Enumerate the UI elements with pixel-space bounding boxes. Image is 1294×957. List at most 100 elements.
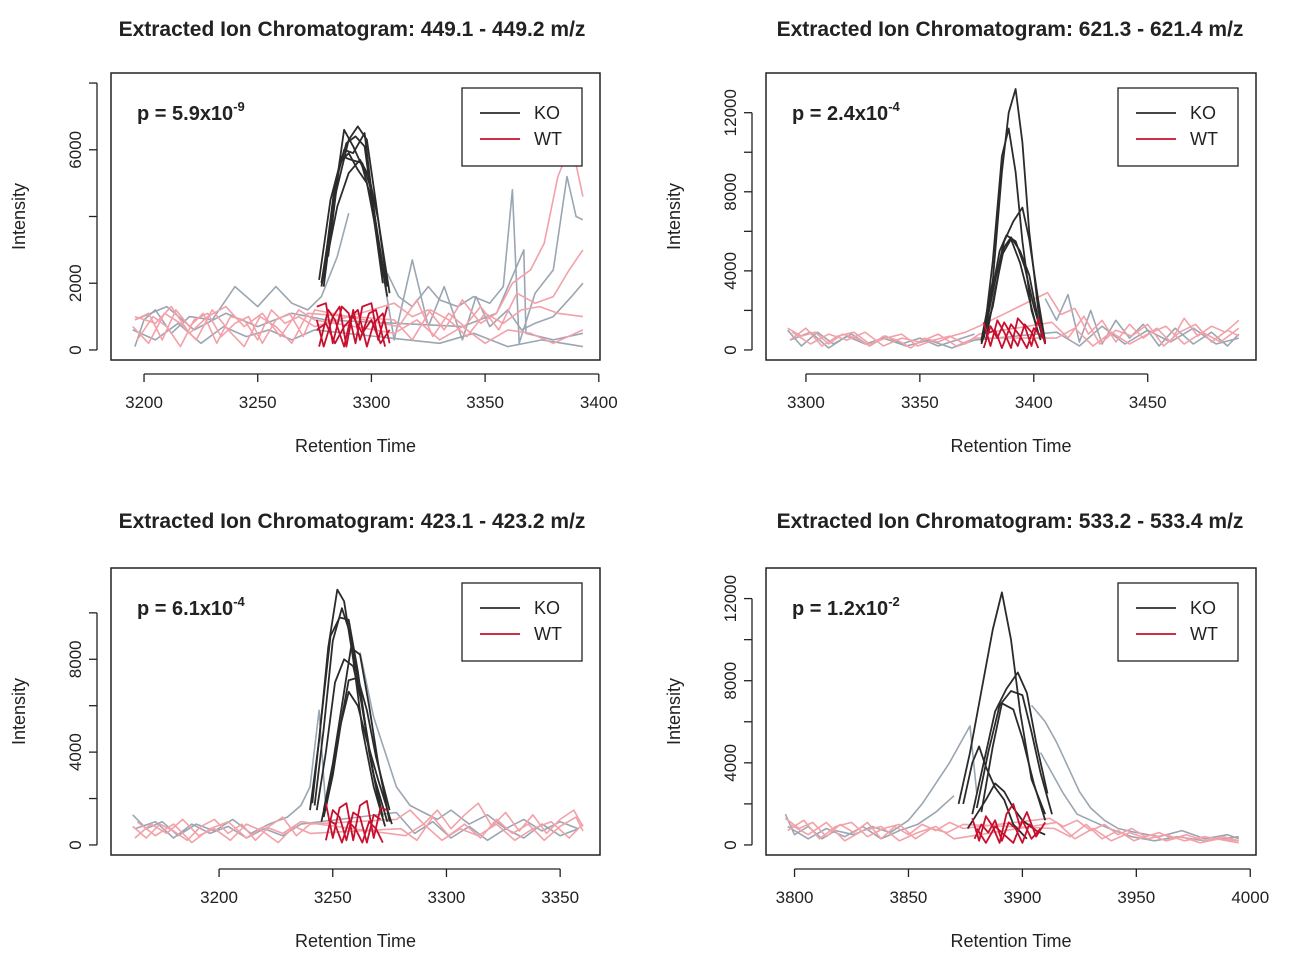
ko-faint-trace bbox=[1030, 704, 1240, 840]
y-tick-label: 4000 bbox=[721, 744, 740, 782]
ko-peak-trace bbox=[320, 690, 393, 825]
series-group bbox=[787, 88, 1240, 349]
y-tick-label: 4000 bbox=[66, 733, 85, 771]
chart-title: Extracted Ion Chromatogram: 449.1 - 449.… bbox=[119, 18, 586, 41]
x-tick-label: 3200 bbox=[125, 393, 163, 412]
chart-panel-3: Extracted Ion Chromatogram: 423.1 - 423.… bbox=[9, 510, 601, 951]
series-group bbox=[132, 125, 584, 348]
y-tick-label: 0 bbox=[66, 840, 85, 849]
wt-peak-trace bbox=[971, 803, 1046, 844]
x-tick-label: 3300 bbox=[428, 888, 466, 907]
ko-peak-trace bbox=[327, 152, 389, 297]
series-group bbox=[132, 588, 584, 844]
y-tick-label: 0 bbox=[66, 345, 85, 354]
y-tick-label: 8000 bbox=[721, 173, 740, 211]
chart-title: Extracted Ion Chromatogram: 621.3 - 621.… bbox=[777, 18, 1244, 41]
x-axis-label: Retention Time bbox=[295, 931, 416, 951]
p-value-label: p = 2.4x10-4 bbox=[792, 99, 901, 125]
p-value-label: p = 6.1x10-4 bbox=[137, 594, 246, 620]
legend-box bbox=[461, 582, 583, 662]
legend-label-ko: KO bbox=[534, 598, 560, 618]
legend-box bbox=[1117, 87, 1239, 167]
ko-faint-trace bbox=[134, 212, 350, 347]
wt-peak-trace bbox=[325, 800, 388, 842]
wt-peak-trace bbox=[315, 305, 386, 348]
x-tick-label: 3400 bbox=[580, 393, 618, 412]
wt-faint-trace bbox=[132, 802, 584, 842]
plot-frame bbox=[110, 567, 601, 856]
ko-peak-trace bbox=[980, 702, 1047, 821]
chart-title: Extracted Ion Chromatogram: 423.1 - 423.… bbox=[119, 510, 586, 533]
x-tick-label: 3200 bbox=[200, 888, 238, 907]
ko-faint-trace bbox=[359, 652, 579, 832]
x-tick-label: 3350 bbox=[541, 888, 579, 907]
ko-peak-trace bbox=[320, 158, 391, 294]
wt-peak-trace bbox=[318, 309, 391, 348]
legend-label-wt: WT bbox=[534, 129, 562, 149]
ko-peak-trace bbox=[971, 671, 1049, 815]
wt-peak-trace bbox=[973, 819, 1039, 844]
legend: KO WT bbox=[461, 582, 583, 662]
ko-faint-trace bbox=[787, 795, 955, 840]
ko-faint-trace bbox=[132, 709, 334, 837]
legend-label-ko: KO bbox=[1190, 598, 1216, 618]
chart-title: Extracted Ion Chromatogram: 533.2 - 533.… bbox=[777, 510, 1244, 533]
y-tick-label: 8000 bbox=[66, 640, 85, 678]
x-tick-label: 3350 bbox=[901, 393, 939, 412]
y-axis-label: Intensity bbox=[9, 678, 29, 745]
legend: KO WT bbox=[1117, 582, 1239, 662]
legend-label-wt: WT bbox=[534, 624, 562, 644]
plot-frame bbox=[110, 72, 601, 361]
y-tick-label: 8000 bbox=[721, 662, 740, 700]
legend-box bbox=[1117, 582, 1239, 662]
ko-peak-trace bbox=[975, 690, 1053, 815]
x-tick-label: 3950 bbox=[1117, 888, 1155, 907]
ko-faint-trace bbox=[370, 206, 584, 341]
legend-label-wt: WT bbox=[1190, 624, 1218, 644]
wt-faint-trace bbox=[134, 816, 584, 844]
series-group bbox=[784, 591, 1240, 844]
x-axis-label: Retention Time bbox=[950, 931, 1071, 951]
x-tick-label: 3850 bbox=[890, 888, 928, 907]
ko-peak-trace bbox=[322, 676, 391, 818]
ko-faint-trace bbox=[1039, 752, 1239, 842]
x-tick-label: 3250 bbox=[239, 393, 277, 412]
x-tick-label: 3350 bbox=[466, 393, 504, 412]
x-tick-label: 3450 bbox=[1129, 393, 1167, 412]
chart-panel-2: Extracted Ion Chromatogram: 621.3 - 621.… bbox=[664, 18, 1257, 456]
x-tick-label: 3300 bbox=[787, 393, 825, 412]
x-tick-label: 3900 bbox=[1003, 888, 1041, 907]
x-tick-label: 3250 bbox=[314, 888, 352, 907]
wt-peak-trace bbox=[982, 321, 1040, 349]
y-tick-label: 2000 bbox=[66, 264, 85, 302]
legend-box bbox=[461, 87, 583, 167]
wt-faint-trace bbox=[134, 305, 584, 345]
y-tick-label: 6000 bbox=[66, 131, 85, 169]
wt-faint-trace bbox=[134, 142, 584, 345]
p-value-label: p = 1.2x10-2 bbox=[792, 594, 900, 620]
y-tick-label: 12000 bbox=[721, 89, 740, 136]
ko-faint-trace bbox=[1044, 293, 1240, 347]
legend: KO WT bbox=[461, 87, 583, 167]
y-tick-label: 0 bbox=[721, 345, 740, 354]
ko-peak-trace bbox=[962, 745, 1028, 840]
legend-label-ko: KO bbox=[534, 103, 560, 123]
y-tick-label: 12000 bbox=[721, 575, 740, 622]
wt-faint-trace bbox=[132, 305, 584, 348]
wt-faint-trace bbox=[136, 820, 584, 844]
x-tick-label: 3800 bbox=[776, 888, 814, 907]
wt-peak-trace bbox=[985, 323, 1044, 349]
legend-label-wt: WT bbox=[1190, 129, 1218, 149]
y-axis-label: Intensity bbox=[664, 678, 684, 745]
wt-faint-trace bbox=[136, 249, 584, 348]
plot-frame bbox=[765, 72, 1257, 361]
wt-peak-trace bbox=[976, 819, 1042, 844]
x-tick-label: 3300 bbox=[353, 393, 391, 412]
y-axis-label: Intensity bbox=[9, 183, 29, 250]
wt-peak-trace bbox=[316, 315, 391, 345]
ko-peak-trace bbox=[980, 238, 1040, 345]
ko-faint-trace bbox=[134, 811, 579, 842]
ko-peak-trace bbox=[315, 658, 389, 822]
y-tick-label: 0 bbox=[721, 840, 740, 849]
